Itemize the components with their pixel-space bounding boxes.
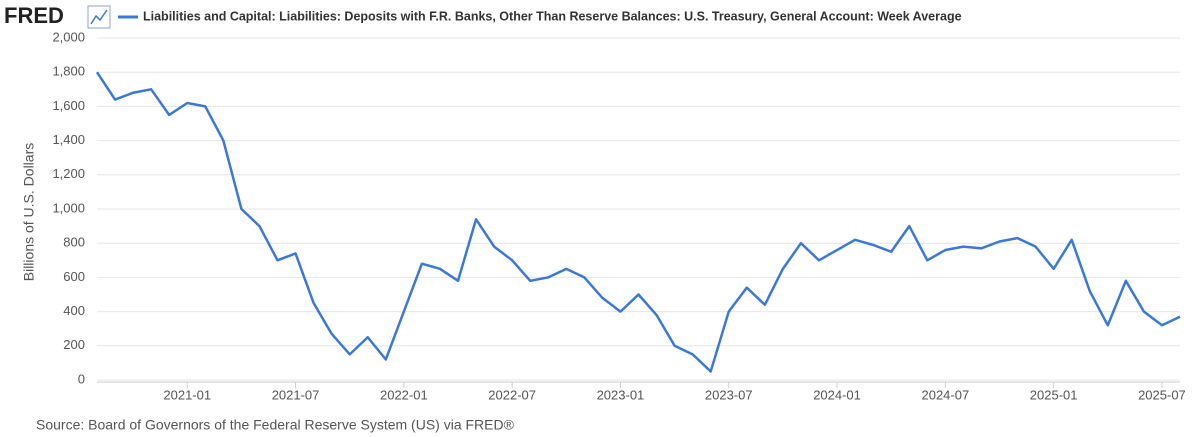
y-tick-label: 400 bbox=[63, 303, 85, 318]
y-axis-label: Billions of U.S. Dollars bbox=[21, 143, 37, 282]
y-tick-label: 800 bbox=[63, 235, 85, 250]
y-tick-label: 200 bbox=[63, 337, 85, 352]
x-tick-label: 2025-01 bbox=[1030, 387, 1078, 402]
series-line bbox=[95, 71, 1181, 373]
x-tick-label: 2024-07 bbox=[921, 387, 969, 402]
x-tick-label: 2021-01 bbox=[163, 387, 211, 402]
brand: FRED bbox=[4, 3, 64, 28]
x-tick-label: 2021-07 bbox=[272, 387, 320, 402]
x-tick-label: 2022-01 bbox=[380, 387, 428, 402]
brand-icon-line bbox=[90, 9, 108, 25]
y-tick-label: 1,600 bbox=[52, 98, 85, 113]
y-tick-label: 1,200 bbox=[52, 166, 85, 181]
x-tick-label: 2023-07 bbox=[705, 387, 753, 402]
y-tick-label: 2,000 bbox=[52, 29, 85, 44]
y-tick-label: 1,400 bbox=[52, 132, 85, 147]
y-tick-label: 1,800 bbox=[52, 64, 85, 79]
x-tick-label: 2024-01 bbox=[813, 387, 861, 402]
x-tick-label: 2025-07 bbox=[1138, 387, 1186, 402]
legend-label: Liabilities and Capital: Liabilities: De… bbox=[143, 9, 962, 23]
y-tick-label: 1,000 bbox=[52, 200, 85, 215]
x-tick-label: 2023-01 bbox=[597, 387, 645, 402]
y-tick-label: 0 bbox=[78, 371, 85, 386]
x-tick-label: 2022-07 bbox=[488, 387, 536, 402]
y-tick-label: 600 bbox=[63, 269, 85, 284]
brand-icon bbox=[87, 5, 111, 29]
source: Source: Board of Governors of the Federa… bbox=[36, 417, 515, 433]
